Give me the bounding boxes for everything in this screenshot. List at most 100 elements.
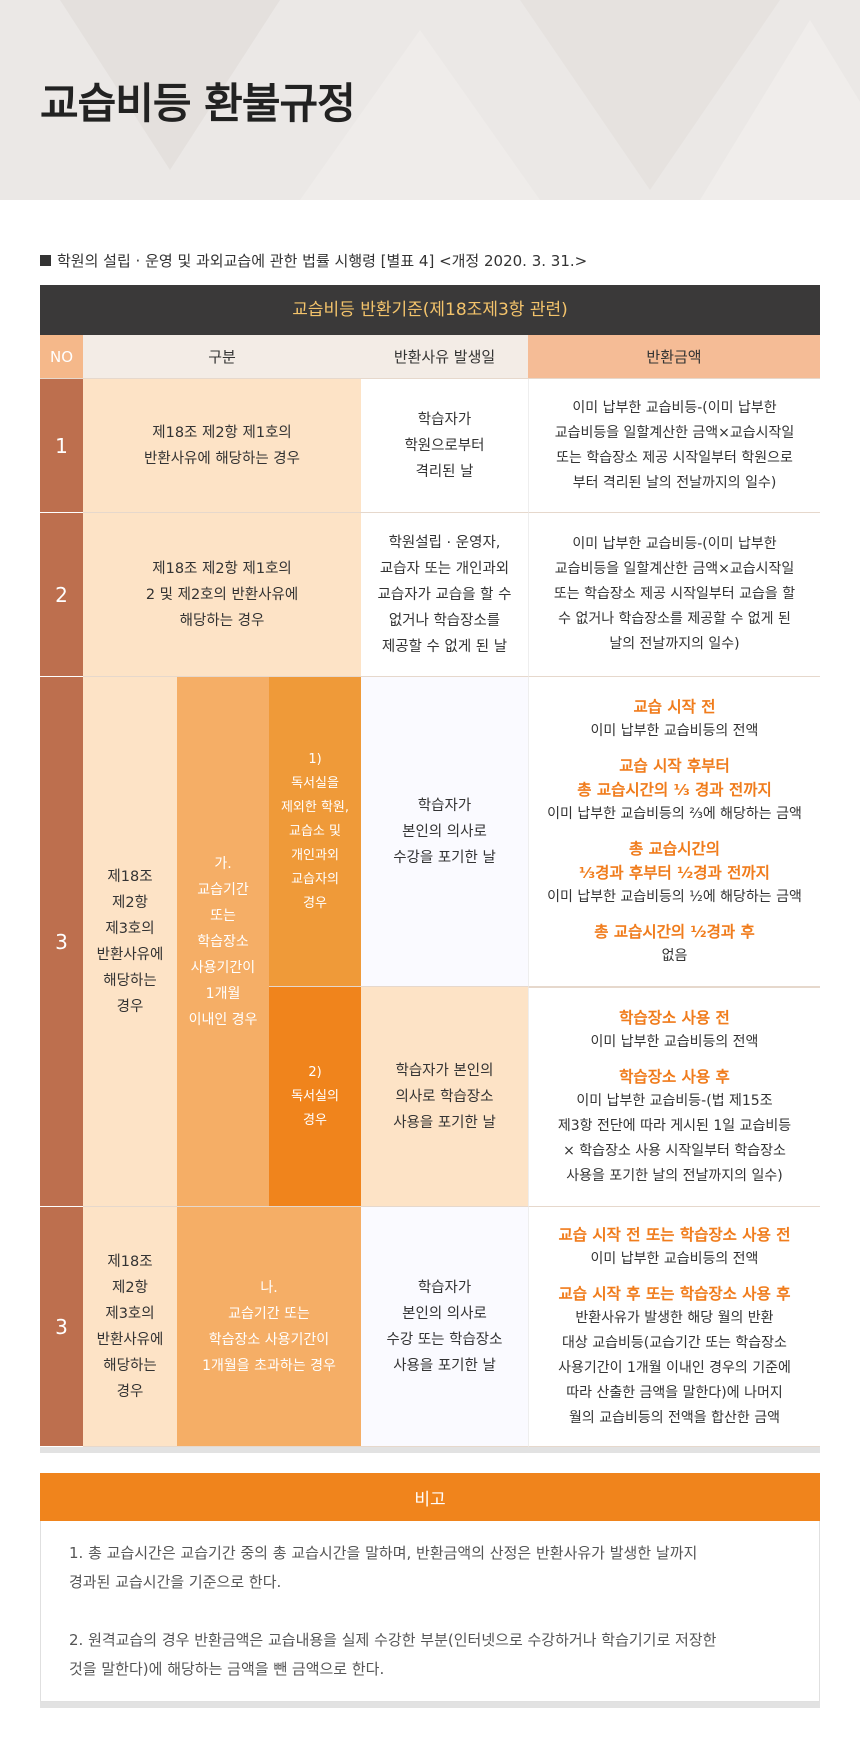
page-title: 교습비등 환불규정 (40, 79, 356, 128)
amount-text: 이미 납부한 교습비등의 전액 (590, 1033, 759, 1050)
text-line: 학원으로부터 (404, 437, 485, 454)
amount-text: 이미 납부한 교습비등의 전액 (590, 1250, 759, 1267)
row2-no: 2 (40, 513, 83, 677)
bg-triangle (60, 0, 280, 170)
text-line: 해당하는 (103, 972, 157, 989)
text-line: 교습자가 교습을 할 수 (377, 586, 512, 603)
text-line: 학습자가 (417, 411, 472, 428)
header-occurrence: 반환사유 발생일 (361, 335, 528, 379)
text-line: 제3호의 (105, 1305, 155, 1322)
text-line: 본인의 의사로 (402, 1305, 487, 1322)
text-line: 독서실을 (291, 775, 339, 791)
text-line: 수강을 포기한 날 (393, 849, 496, 866)
row3-sub-ga: 가. 교습기간 또는 학습장소 사용기간이 1개월 이내인 경우 (177, 677, 269, 1207)
text-line: 반환사유에 (96, 946, 164, 963)
text-line: 교습소 및 (289, 823, 341, 839)
text-line: 의사로 학습장소 (395, 1088, 494, 1105)
amount-text: 이미 납부한 교습비등의 ½에 해당하는 금액 (547, 888, 802, 905)
law-reference-text: 학원의 설립 · 운영 및 과외교습에 관한 법률 시행령 [별표 4] <개정… (57, 252, 588, 270)
text-line: 교습기간 또는 (228, 1305, 310, 1322)
amount-text: 월의 교습비등의 전액을 합산한 금액 (568, 1409, 780, 1426)
text-line: 학원설립 · 운영자, (388, 534, 501, 551)
bg-triangle (300, 30, 540, 200)
text-line: 학습자가 (417, 1279, 472, 1296)
text-line: 이내인 경우 (188, 1011, 258, 1028)
row1-amount: 이미 납부한 교습비등-(이미 납부한 교습비등을 일할계산한 금액×교습시작일 또… (528, 379, 820, 513)
amount-label: 학습장소 사용 후 (619, 1067, 730, 1086)
note-line: 1. 총 교습시간은 교습기간 중의 총 교습시간을 말하며, 반환금액의 산정… (69, 1544, 698, 1562)
text-line: 제18조 (107, 868, 153, 885)
row4-category: 제18조 제2항 제3호의 반환사유에 해당하는 경우 (83, 1207, 177, 1447)
text-line: 반환사유에 (96, 1331, 164, 1348)
text-line: 교습비등을 일할계산한 금액×교습시작일 (554, 561, 795, 577)
text-line: 1) (308, 751, 322, 767)
bg-triangle (700, 20, 860, 200)
text-line: 사용을 포기한 날 (393, 1357, 496, 1374)
text-line: 본인의 의사로 (402, 823, 487, 840)
row1-no: 1 (40, 379, 83, 513)
text-line: 학습장소 사용기간이 (208, 1331, 330, 1348)
row3-sub1-amount: 교습 시작 전 이미 납부한 교습비등의 전액 교습 시작 후부터 총 교습시간… (528, 677, 820, 987)
text-line: 제18조 제2항 제1호의 (152, 560, 292, 577)
text-line: 이미 납부한 교습비등-(이미 납부한 (572, 399, 777, 416)
text-line: 나. (260, 1279, 278, 1296)
amount-text: 따라 산출한 금액을 말한다)에 나머지 (566, 1384, 783, 1401)
text-line: 격리된 날 (415, 463, 474, 480)
text-line: 이미 납부한 교습비등-(이미 납부한 (572, 536, 777, 552)
text-line: 교습자 또는 개인과외 (379, 560, 510, 577)
text-line: 제2항 (112, 894, 148, 911)
note-section: 비고 1. 총 교습시간은 교습기간 중의 총 교습시간을 말하며, 반환금액의… (40, 1473, 820, 1708)
header-amount: 반환금액 (528, 335, 820, 379)
row3-sub1: 1) 독서실을 제외한 학원, 교습소 및 개인과외 교습자의 경우 (269, 677, 361, 987)
text-line: 경우 (303, 1112, 327, 1128)
row3-sub1-occurrence: 학습자가 본인의 의사로 수강을 포기한 날 (361, 677, 528, 987)
text-line: 1개월 (205, 985, 241, 1002)
amount-text: 반환사유가 발생한 해당 월의 반환 (575, 1309, 774, 1326)
text-line: 경우 (116, 1383, 144, 1400)
text-line: 독서실의 (291, 1088, 339, 1104)
text-line: 제외한 학원, (280, 799, 350, 815)
text-line: 제18조 제2항 제1호의 (152, 424, 292, 441)
refund-table: 교습비등 반환기준(제18조제3항 관련) NO 구분 반환사유 발생일 반환금… (40, 285, 820, 1453)
header-category: 구분 (83, 335, 361, 379)
text-line: 1개월을 초과하는 경우 (202, 1357, 336, 1374)
text-line: 교습비등을 일할계산한 금액×교습시작일 (554, 424, 795, 441)
text-line: 수 없거나 학습장소를 제공할 수 없게 된 (558, 611, 791, 627)
amount-label: 교습 시작 전 또는 학습장소 사용 전 (558, 1225, 791, 1244)
amount-text: 대상 교습비등(교습기간 또는 학습장소 (562, 1334, 787, 1351)
amount-text: 사용을 포기한 날의 전날까지의 일수) (566, 1167, 783, 1184)
row4-no: 3 (40, 1207, 83, 1447)
text-line: 반환사유에 해당하는 경우 (144, 450, 300, 467)
amount-text: 없음 (661, 947, 688, 964)
text-line: 개인과외 (291, 847, 339, 863)
text-line: 2 및 제2호의 반환사유에 (145, 586, 299, 603)
note-line: 경과된 교습시간을 기준으로 한다. (69, 1573, 282, 1591)
amount-text: 사용기간이 1개월 이내인 경우의 기준에 (558, 1359, 791, 1376)
amount-text: 제3항 전단에 따라 게시된 1일 교습비등 (557, 1117, 792, 1134)
text-line: 또는 (210, 907, 236, 924)
row3-sub2-amount: 학습장소 사용 전 이미 납부한 교습비등의 전액 학습장소 사용 후 이미 납… (528, 987, 820, 1207)
row3-no: 3 (40, 677, 83, 1207)
note-line: 2. 원격교습의 경우 반환금액은 교습내용을 실제 수강한 부분(인터넷으로 … (69, 1631, 717, 1649)
text-line: 수강 또는 학습장소 (386, 1331, 503, 1348)
text-line: 사용기간이 (190, 959, 256, 976)
text-line: 2) (308, 1064, 322, 1080)
text-line: 제3호의 (105, 920, 155, 937)
text-line: 해당하는 경우 (179, 612, 265, 629)
law-reference: 학원의 설립 · 운영 및 과외교습에 관한 법률 시행령 [별표 4] <개정… (40, 250, 587, 271)
amount-label: 교습 시작 후부터 총 교습시간의 ⅓ 경과 전까지 (577, 756, 772, 799)
row3-sub2-occurrence: 학습자가 본인의 의사로 학습장소 사용을 포기한 날 (361, 987, 528, 1207)
amount-text: 이미 납부한 교습비등-(법 제15조 (576, 1092, 773, 1109)
note-bottom-shadow (40, 1702, 820, 1708)
header-no: NO (40, 335, 83, 379)
text-line: 또는 학습장소 제공 시작일부터 교습을 할 (553, 586, 796, 602)
text-line: 없거나 학습장소를 (388, 612, 501, 629)
text-line: 사용을 포기한 날 (393, 1114, 496, 1131)
